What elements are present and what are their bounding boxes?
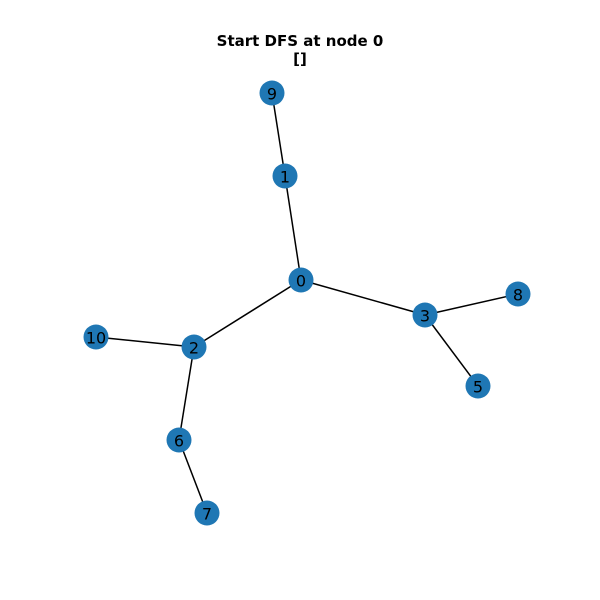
node-label: 1 xyxy=(280,168,290,187)
node-label: 0 xyxy=(296,272,306,291)
node-circle xyxy=(412,302,438,328)
node-label: 9 xyxy=(267,85,277,104)
edge-3-5 xyxy=(424,314,479,387)
node-8: 8 xyxy=(505,281,531,307)
node-3: 3 xyxy=(412,302,438,328)
node-circle xyxy=(505,281,531,307)
node-layer: 0 1 2 3 5 6 7 8 9 10 xyxy=(83,80,531,526)
node-label: 6 xyxy=(174,432,184,451)
node-circle xyxy=(259,80,285,106)
node-5: 5 xyxy=(465,373,491,399)
node-circle xyxy=(181,334,207,360)
edge-2-10 xyxy=(95,336,195,348)
node-7: 7 xyxy=(194,500,220,526)
node-label: 10 xyxy=(86,329,106,348)
edge-0-3 xyxy=(300,279,426,316)
node-circle xyxy=(83,324,109,350)
visited-list: [] xyxy=(293,50,307,68)
node-0: 0 xyxy=(288,267,314,293)
node-10: 10 xyxy=(83,324,109,350)
edge-6-7 xyxy=(178,439,208,514)
node-2: 2 xyxy=(181,334,207,360)
graph-title: Start DFS at node 0 xyxy=(216,32,384,50)
node-circle xyxy=(194,500,220,526)
node-label: 5 xyxy=(473,378,483,397)
node-9: 9 xyxy=(259,80,285,106)
node-circle xyxy=(166,427,192,453)
edge-3-8 xyxy=(424,293,519,316)
edge-1-9 xyxy=(271,92,286,177)
node-label: 7 xyxy=(202,505,212,524)
node-circle xyxy=(288,267,314,293)
node-label: 8 xyxy=(513,286,523,305)
edge-layer xyxy=(95,92,519,514)
edge-0-1 xyxy=(284,175,302,281)
edge-0-2 xyxy=(193,279,302,348)
node-6: 6 xyxy=(166,427,192,453)
node-circle xyxy=(465,373,491,399)
edge-2-6 xyxy=(178,346,195,441)
node-label: 2 xyxy=(189,339,199,358)
node-1: 1 xyxy=(272,163,298,189)
node-label: 3 xyxy=(420,307,430,326)
node-circle xyxy=(272,163,298,189)
